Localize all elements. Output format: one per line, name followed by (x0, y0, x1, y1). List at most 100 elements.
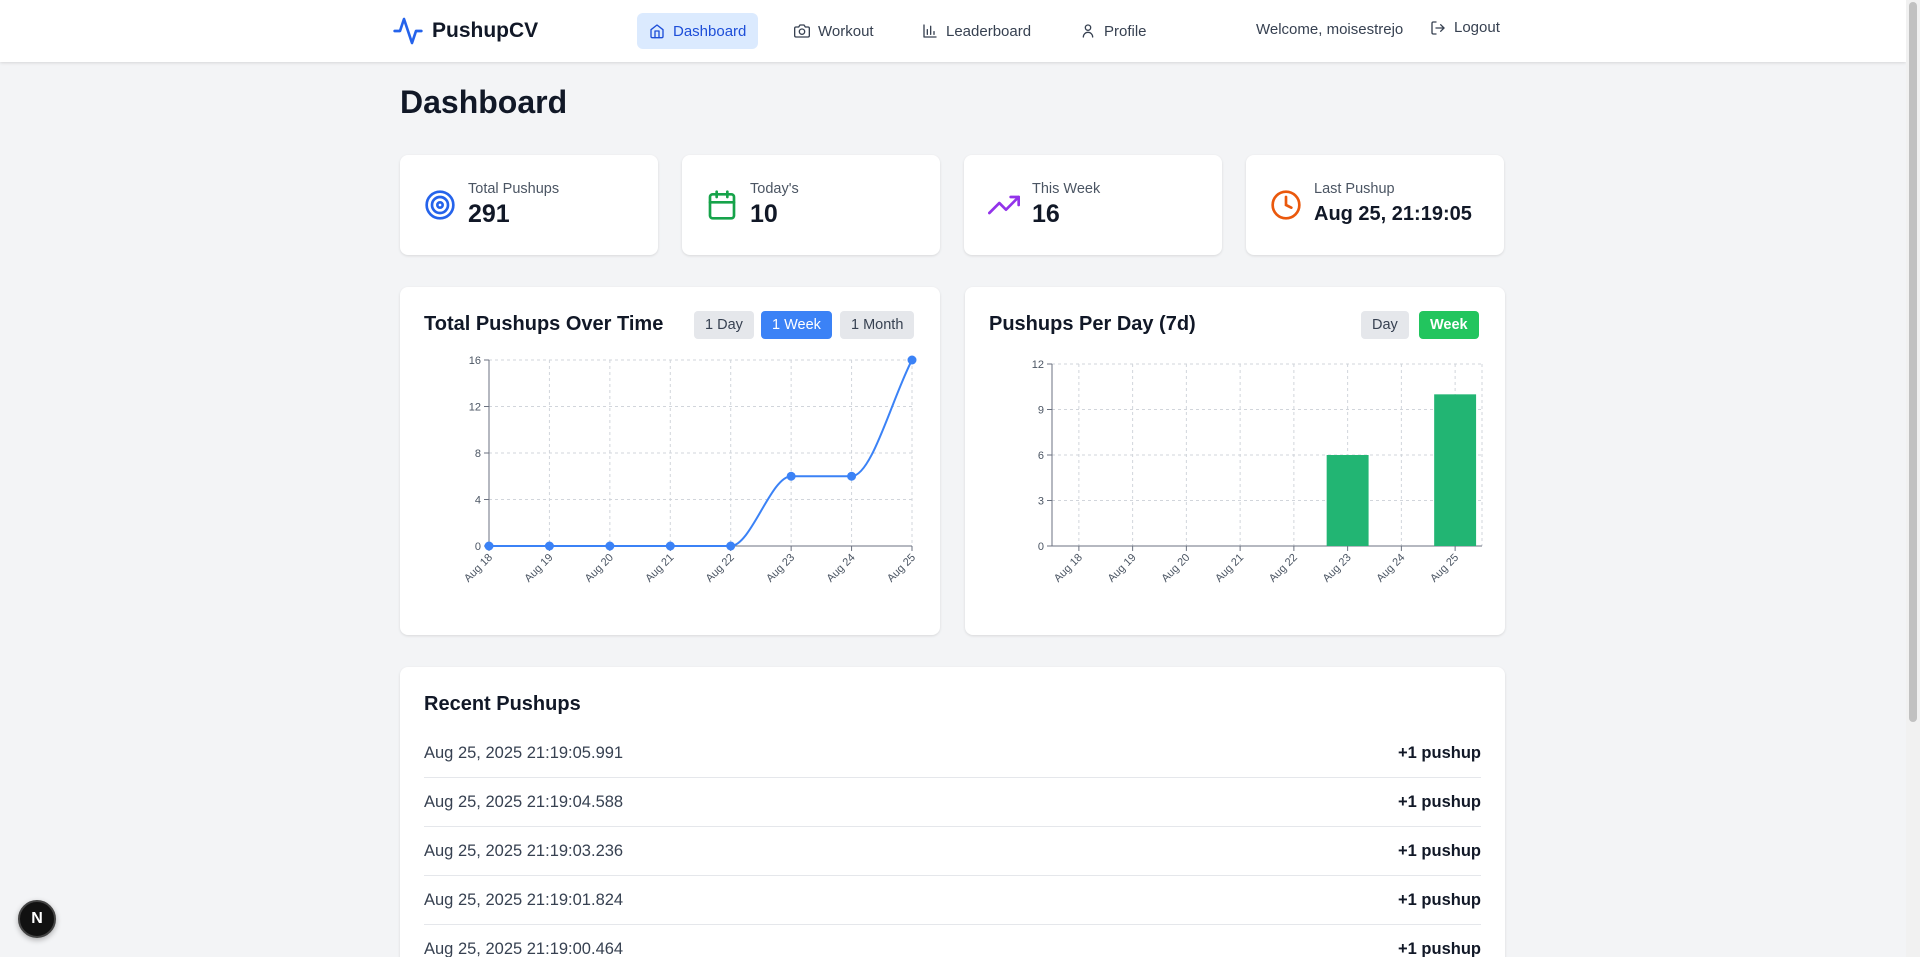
pushups-per-day-chart-card: Pushups Per Day (7d) Day Week 0 3 6 9 12 Aug … (965, 287, 1505, 635)
y-tick-label: 3 (1038, 496, 1044, 508)
logout-icon (1431, 20, 1445, 35)
x-tick-label: Aug 24 (1374, 552, 1407, 585)
top-navbar: PushupCV Dashboard Workout Leaderboard P… (0, 0, 1906, 62)
y-tick-label: 0 (1038, 541, 1044, 553)
y-tick-label: 9 (1038, 405, 1044, 417)
chart-title: Pushups Per Day (7d) (989, 313, 1196, 335)
data-point (484, 541, 494, 551)
data-point (786, 471, 796, 481)
calendar-icon (708, 190, 736, 220)
range-week-button[interactable]: Week (1419, 311, 1479, 339)
y-tick-label: 16 (469, 355, 481, 367)
list-item: Aug 25, 2025 21:19:00.464 +1 pushup (424, 925, 1481, 957)
x-tick-label: Aug 24 (825, 552, 858, 585)
x-tick-label: Aug 20 (583, 552, 616, 585)
nav-dashboard[interactable]: Dashboard (637, 13, 759, 49)
home-icon (650, 24, 664, 39)
y-tick-label: 0 (475, 541, 481, 553)
pushup-timestamp: Aug 25, 2025 21:19:03.236 (424, 841, 624, 860)
dev-tools-badge[interactable]: N (18, 900, 56, 938)
clock-icon (1271, 190, 1301, 220)
range-1-month-button[interactable]: 1 Month (840, 311, 915, 339)
nav-profile[interactable]: Profile (1068, 13, 1159, 49)
data-point (907, 355, 917, 365)
logout-label: Logout (1454, 19, 1500, 36)
page-title: Dashboard (400, 84, 568, 120)
activity-logo-icon (393, 17, 423, 45)
y-tick-label: 4 (475, 495, 481, 507)
stat-card-total: Total Pushups 291 (400, 155, 658, 255)
trending-up-icon (988, 195, 1020, 215)
x-tick-label: Aug 21 (643, 552, 676, 585)
welcome-text: Welcome, moisestrejo (1256, 21, 1404, 38)
stat-card-last: Last Pushup Aug 25, 21:19:05 (1246, 155, 1504, 255)
y-tick-label: 8 (475, 448, 481, 460)
stat-value: 16 (1032, 200, 1060, 228)
target-icon (425, 190, 455, 220)
pushup-delta: +1 pushup (1398, 890, 1481, 909)
logout-button[interactable]: Logout (1430, 19, 1500, 36)
nav-leaderboard-label: Leaderboard (946, 22, 1032, 40)
stat-value: Aug 25, 21:19:05 (1314, 203, 1472, 225)
pushup-timestamp: Aug 25, 2025 21:19:04.588 (424, 792, 624, 811)
range-1-week-button[interactable]: 1 Week (761, 311, 832, 339)
data-bar (1326, 455, 1369, 546)
data-point (544, 541, 554, 551)
list-item: Aug 25, 2025 21:19:01.824 +1 pushup (424, 876, 1481, 925)
data-point (605, 541, 615, 551)
recent-pushups-card: Recent Pushups Aug 25, 2025 21:19:05.991… (400, 667, 1505, 957)
brand[interactable]: PushupCV (392, 12, 538, 50)
pushup-delta: +1 pushup (1398, 792, 1481, 811)
stat-label: Today's (750, 181, 799, 197)
scrollbar-thumb[interactable] (1909, 2, 1917, 722)
stat-label: Total Pushups (468, 181, 560, 197)
recent-title: Recent Pushups (424, 693, 581, 715)
total-pushups-line-chart: 0 4 8 12 16 Aug 18 Aug 19 Aug 20 Aug 21 Aug 22 Aug… (462, 355, 918, 585)
list-item: Aug 25, 2025 21:19:03.236 +1 pushup (424, 827, 1481, 876)
pushup-timestamp: Aug 25, 2025 21:19:00.464 (424, 939, 624, 957)
user-icon (1082, 24, 1094, 38)
range-1-day-button[interactable]: 1 Day (694, 311, 754, 339)
stat-card-week: This Week 16 (964, 155, 1222, 255)
x-tick-label: Aug 19 (1106, 552, 1139, 585)
x-tick-label: Aug 19 (522, 552, 555, 585)
nav-profile-label: Profile (1104, 22, 1147, 40)
page-scrollbar[interactable] (1906, 0, 1920, 957)
nav-workout[interactable]: Workout (782, 13, 886, 49)
x-tick-label: Aug 23 (1321, 552, 1354, 585)
x-tick-label: Aug 22 (1267, 552, 1300, 585)
x-tick-label: Aug 21 (1213, 552, 1246, 585)
range-day-button[interactable]: Day (1361, 311, 1409, 339)
data-point (726, 541, 736, 551)
x-tick-label: Aug 25 (1428, 552, 1461, 585)
list-item: Aug 25, 2025 21:19:04.588 +1 pushup (424, 778, 1481, 827)
camera-icon (794, 24, 810, 38)
recent-list: Aug 25, 2025 21:19:05.991 +1 pushup Aug … (424, 729, 1481, 957)
data-point (665, 541, 675, 551)
pushup-delta: +1 pushup (1398, 841, 1481, 860)
x-tick-label: Aug 25 (885, 552, 918, 585)
stat-label: This Week (1032, 181, 1101, 197)
nav-workout-label: Workout (818, 22, 874, 40)
nav-leaderboard[interactable]: Leaderboard (910, 13, 1043, 49)
bar-chart-icon (923, 24, 937, 38)
x-tick-label: Aug 23 (764, 552, 797, 585)
pushup-delta: +1 pushup (1398, 939, 1481, 957)
nav-dashboard-label: Dashboard (673, 22, 747, 40)
y-tick-label: 6 (1038, 450, 1044, 462)
y-tick-label: 12 (469, 402, 481, 414)
pushup-timestamp: Aug 25, 2025 21:19:01.824 (424, 890, 624, 909)
stat-value: 291 (468, 200, 510, 228)
x-tick-label: Aug 20 (1159, 552, 1192, 585)
stat-value: 10 (750, 200, 778, 228)
x-tick-label: Aug 18 (1052, 552, 1085, 585)
list-item: Aug 25, 2025 21:19:05.991 +1 pushup (424, 729, 1481, 778)
x-tick-label: Aug 22 (704, 552, 737, 585)
stat-label: Last Pushup (1314, 181, 1395, 197)
pushup-timestamp: Aug 25, 2025 21:19:05.991 (424, 743, 624, 762)
brand-name: PushupCV (432, 19, 539, 42)
data-point (847, 471, 857, 481)
chart-title: Total Pushups Over Time (424, 313, 664, 335)
pushups-per-day-bar-chart: 0 3 6 9 12 Aug 18 Aug 19 Aug 20 Aug 21 Aug 22 Aug … (1032, 359, 1483, 585)
pushup-delta: +1 pushup (1398, 743, 1481, 762)
